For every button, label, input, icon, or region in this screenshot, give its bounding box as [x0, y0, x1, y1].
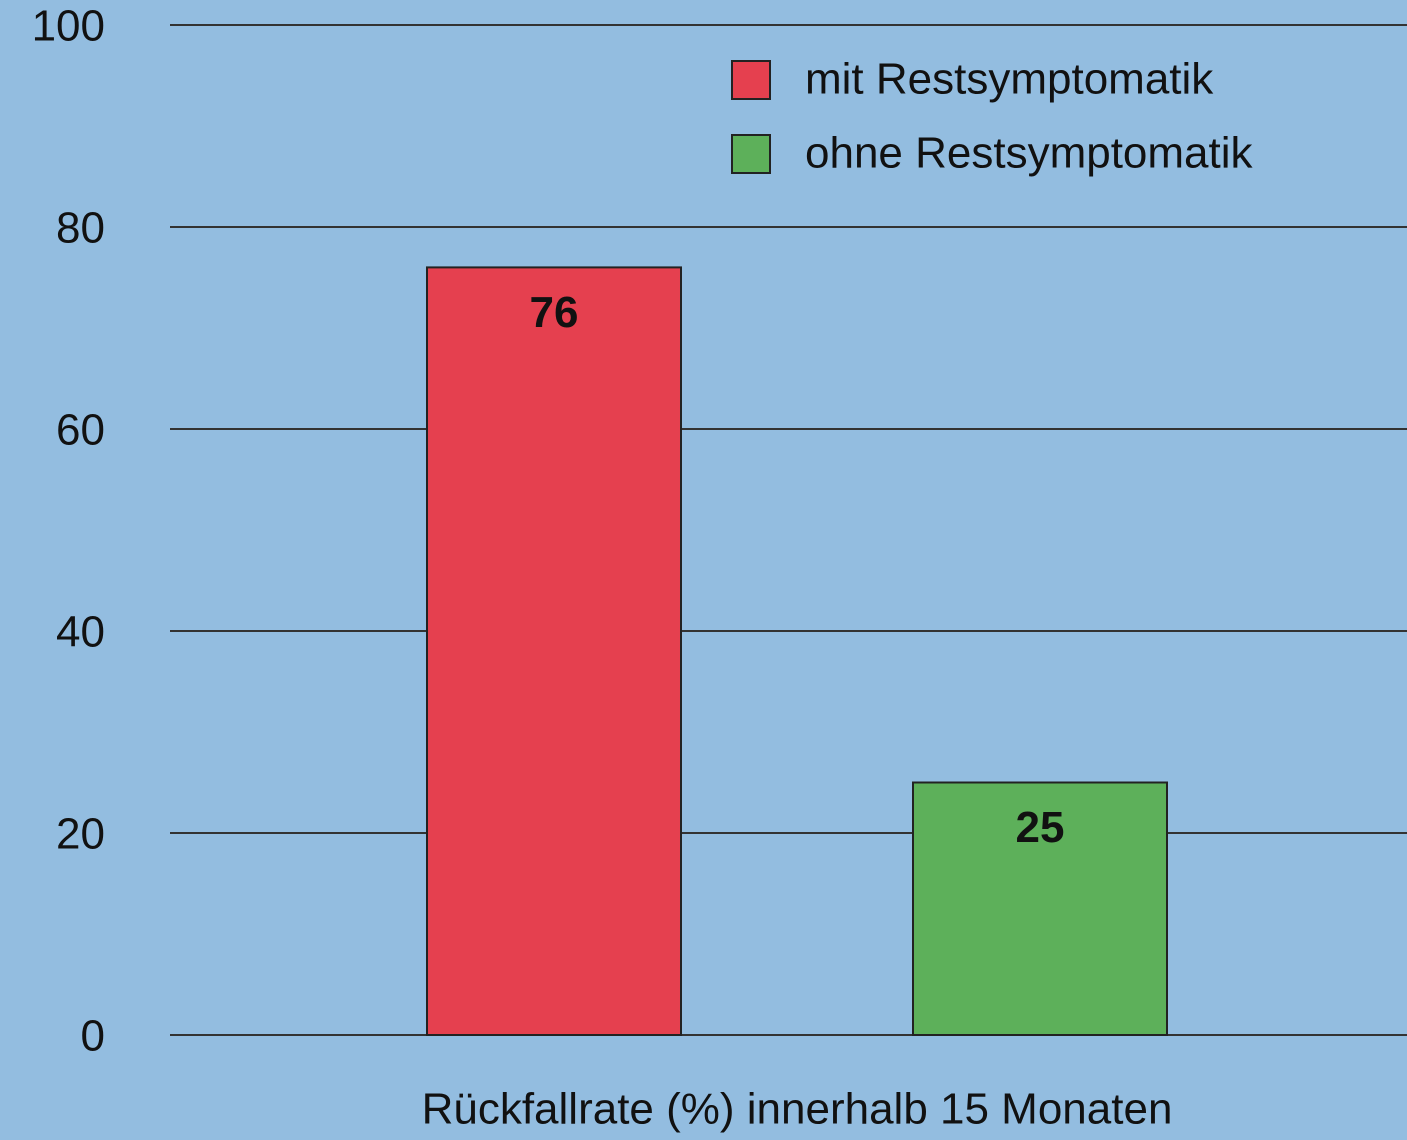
- x-axis-title: Rückfallrate (%) innerhalb 15 Monaten: [422, 1085, 1173, 1134]
- y-tick-label: 80: [56, 204, 105, 253]
- y-tick-label: 0: [81, 1012, 105, 1061]
- bar: [912, 781, 1168, 1036]
- bar: [426, 266, 682, 1036]
- legend-label: ohne Restsymptomatik: [805, 129, 1254, 178]
- y-tick-label: 20: [56, 810, 105, 859]
- legend-label: mit Restsymptomatik: [805, 55, 1214, 104]
- value-label: 76: [530, 288, 579, 337]
- y-tick-label: 100: [32, 2, 105, 51]
- legend-swatch: [731, 134, 771, 174]
- y-tick-label: 60: [56, 406, 105, 455]
- legend-swatch: [731, 60, 771, 100]
- value-label: 25: [1016, 803, 1065, 852]
- y-tick-label: 40: [56, 608, 105, 657]
